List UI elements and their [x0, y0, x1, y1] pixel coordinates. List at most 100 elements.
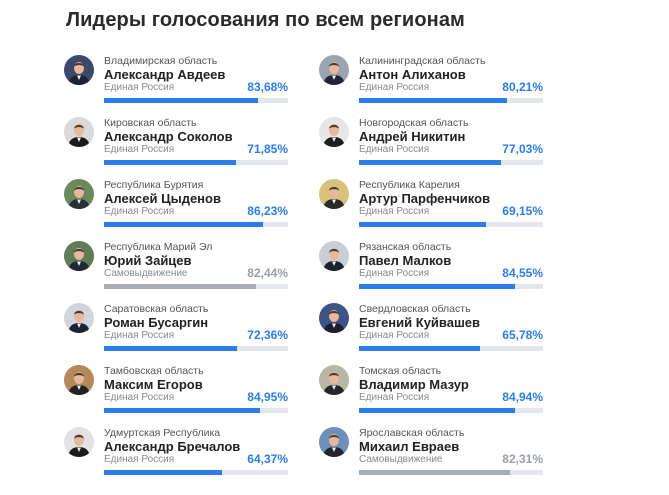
leader-card[interactable]: Калининградская область Антон Алиханов Е… — [319, 52, 547, 114]
candidate-name: Александр Бречалов — [104, 439, 241, 454]
page-title: Лидеры голосования по всем регионам — [66, 9, 465, 31]
candidate-name: Александр Соколов — [104, 129, 233, 144]
region-label: Республика Карелия — [359, 179, 460, 191]
party-label: Единая Россия — [104, 392, 175, 403]
vote-bar-fill — [104, 160, 237, 165]
candidate-name: Евгений Куйвашев — [359, 315, 481, 330]
vote-bar-fill — [359, 346, 481, 351]
leader-card[interactable]: Томская область Владимир Мазур Единая Ро… — [319, 362, 547, 424]
party-label: Единая Россия — [359, 392, 430, 403]
leader-card[interactable]: Ярославская область Михаил Евраев Самовы… — [319, 424, 547, 486]
leader-card[interactable]: Новгородская область Андрей Никитин Един… — [319, 114, 547, 176]
person-portrait-icon — [64, 303, 94, 333]
vote-bar-track — [359, 470, 543, 475]
leaders-grid: Владимирская область Александр Авдеев Ед… — [64, 52, 547, 486]
portrait-graphic — [319, 427, 349, 457]
vote-percent: 82,44% — [247, 266, 288, 280]
person-portrait-icon — [319, 427, 349, 457]
candidate-name: Роман Бусаргин — [104, 315, 209, 330]
candidate-name: Михаил Евраев — [359, 439, 460, 454]
region-label: Тамбовская область — [104, 365, 204, 377]
leader-card[interactable]: Тамбовская область Максим Егоров Единая … — [64, 362, 292, 424]
vote-percent: 64,37% — [247, 452, 288, 466]
vote-bar-fill — [104, 284, 256, 289]
vote-bar-fill — [359, 98, 507, 103]
vote-percent: 84,94% — [502, 390, 543, 404]
region-label: Рязанская область — [359, 241, 452, 253]
region-label: Республика Марий Эл — [104, 241, 213, 253]
leader-card[interactable]: Владимирская область Александр Авдеев Ед… — [64, 52, 292, 114]
vote-percent: 72,36% — [247, 328, 288, 342]
candidate-name: Алексей Цыденов — [104, 191, 221, 206]
vote-bar-fill — [359, 160, 501, 165]
portrait-graphic — [319, 241, 349, 271]
person-portrait-icon — [64, 427, 94, 457]
vote-percent: 80,21% — [502, 80, 543, 94]
vote-bar-track — [104, 346, 288, 351]
region-label: Кировская область — [104, 117, 197, 129]
portrait-graphic — [319, 365, 349, 395]
leader-card[interactable]: Рязанская область Павел Малков Единая Ро… — [319, 238, 547, 300]
region-label: Саратовская область — [104, 303, 209, 315]
region-label: Удмуртская Республика — [104, 427, 221, 439]
leader-card[interactable]: Республика Карелия Артур Парфенчиков Еди… — [319, 176, 547, 238]
person-portrait-icon — [64, 241, 94, 271]
vote-bar-track — [104, 408, 288, 413]
vote-percent: 77,03% — [502, 142, 543, 156]
candidate-name: Павел Малков — [359, 253, 452, 268]
party-label: Единая Россия — [359, 82, 430, 93]
vote-percent: 83,68% — [247, 80, 288, 94]
portrait-graphic — [319, 179, 349, 209]
vote-bar-track — [104, 98, 288, 103]
vote-bar-track — [104, 284, 288, 289]
vote-bar-track — [359, 346, 543, 351]
region-label: Ярославская область — [359, 427, 465, 439]
portrait-graphic — [64, 427, 94, 457]
leader-card[interactable]: Кировская область Александр Соколов Един… — [64, 114, 292, 176]
vote-bar-fill — [104, 408, 261, 413]
vote-percent: 84,55% — [502, 266, 543, 280]
vote-bar-track — [359, 284, 543, 289]
region-label: Свердловская область — [359, 303, 471, 315]
party-label: Единая Россия — [359, 330, 430, 341]
vote-percent: 69,15% — [502, 204, 543, 218]
person-portrait-icon — [319, 179, 349, 209]
person-portrait-icon — [319, 241, 349, 271]
leader-card[interactable]: Саратовская область Роман Бусаргин Едина… — [64, 300, 292, 362]
leader-card[interactable]: Удмуртская Республика Александр Бречалов… — [64, 424, 292, 486]
vote-percent: 71,85% — [247, 142, 288, 156]
region-label: Республика Бурятия — [104, 179, 204, 191]
vote-bar-fill — [359, 408, 516, 413]
region-label: Калининградская область — [359, 55, 486, 67]
party-label: Единая Россия — [359, 268, 430, 279]
candidate-name: Александр Авдеев — [104, 67, 226, 82]
leader-card[interactable]: Республика Марий Эл Юрий Зайцев Самовыдв… — [64, 238, 292, 300]
leader-card[interactable]: Республика Бурятия Алексей Цыденов Едина… — [64, 176, 292, 238]
party-label: Единая Россия — [104, 82, 175, 93]
portrait-graphic — [64, 241, 94, 271]
portrait-graphic — [64, 365, 94, 395]
vote-bar-track — [104, 160, 288, 165]
vote-bar-track — [359, 98, 543, 103]
candidate-name: Владимир Мазур — [359, 377, 469, 392]
portrait-graphic — [64, 179, 94, 209]
party-label: Единая Россия — [104, 206, 175, 217]
person-portrait-icon — [64, 179, 94, 209]
vote-bar-fill — [104, 346, 238, 351]
vote-bar-fill — [359, 222, 487, 227]
candidate-name: Антон Алиханов — [359, 67, 466, 82]
party-label: Единая Россия — [359, 206, 430, 217]
vote-bar-track — [359, 222, 543, 227]
leader-card[interactable]: Свердловская область Евгений Куйвашев Ед… — [319, 300, 547, 362]
vote-bar-track — [359, 408, 543, 413]
person-portrait-icon — [319, 117, 349, 147]
party-label: Единая Россия — [359, 144, 430, 155]
party-label: Самовыдвижение — [104, 268, 188, 279]
person-portrait-icon — [64, 55, 94, 85]
portrait-graphic — [319, 55, 349, 85]
vote-bar-fill — [104, 98, 258, 103]
portrait-graphic — [319, 303, 349, 333]
party-label: Единая Россия — [104, 330, 175, 341]
region-label: Томская область — [359, 365, 442, 377]
candidate-name: Андрей Никитин — [359, 129, 466, 144]
